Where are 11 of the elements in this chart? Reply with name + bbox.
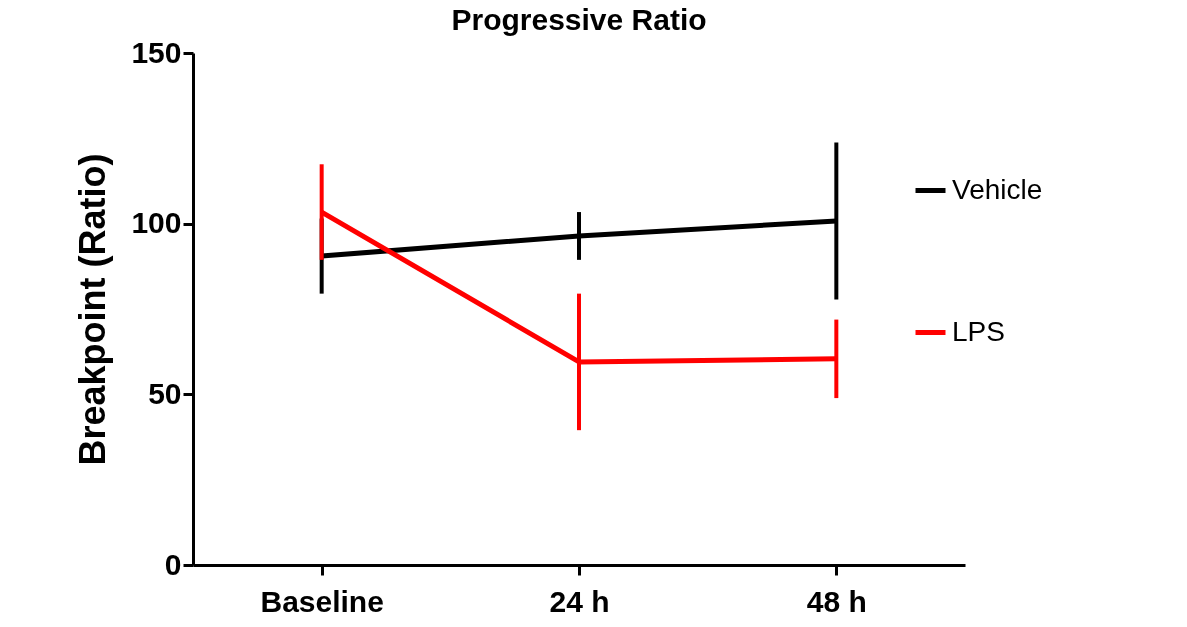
y-tick-label: 100 [131,206,182,240]
y-axis-title: Breakpoint (Ratio) [72,153,114,466]
y-tick-label: 50 [148,376,182,410]
x-tick-label: Baseline [260,584,384,618]
chart-title: Progressive Ratio [451,3,707,36]
x-tick-label: 24 h [549,584,610,618]
y-tick-label: 150 [131,35,182,69]
x-tick-label: 48 h [806,584,867,618]
legend-label: LPS [952,315,1005,347]
legend-label: Vehicle [952,173,1043,205]
y-tick-label: 0 [164,547,182,581]
